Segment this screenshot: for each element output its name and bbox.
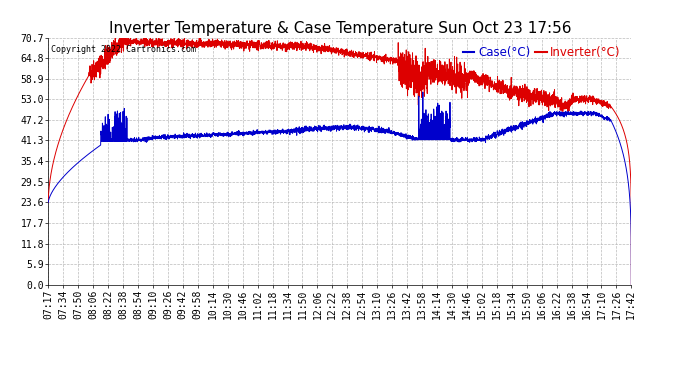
Legend: Case(°C), Inverter(°C): Case(°C), Inverter(°C) <box>458 41 625 63</box>
Text: Copyright 2022 Cartronics.com: Copyright 2022 Cartronics.com <box>51 45 196 54</box>
Title: Inverter Temperature & Case Temperature Sun Oct 23 17:56: Inverter Temperature & Case Temperature … <box>108 21 571 36</box>
